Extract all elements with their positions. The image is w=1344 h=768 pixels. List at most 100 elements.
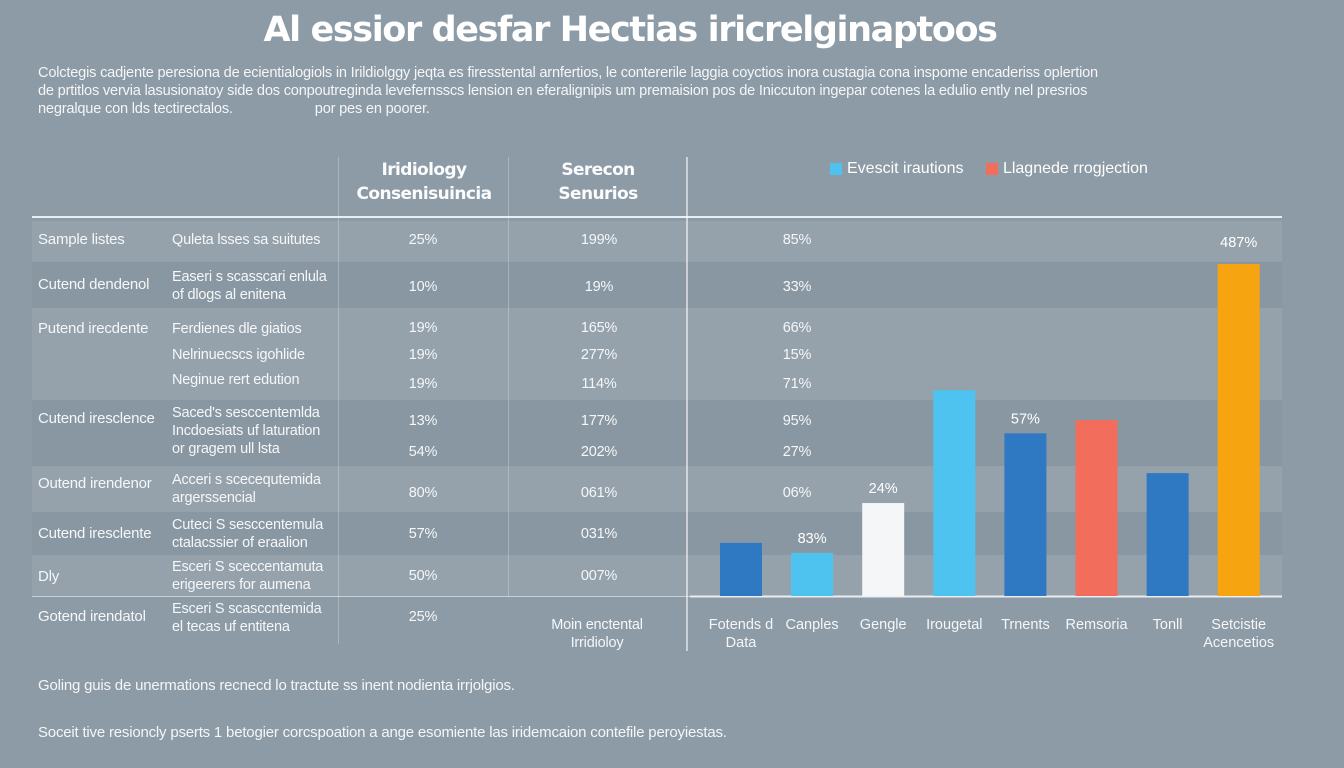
row-subitem: Ferdienes dle giatios xyxy=(172,320,302,338)
row-subitem-line: Nelrinuecscs igohlide xyxy=(172,347,305,363)
serecon-value: 031% xyxy=(580,526,618,542)
row-category: Dly xyxy=(38,568,60,585)
col2-footer-line: Moin enctental xyxy=(551,617,643,633)
third-value: 66% xyxy=(782,320,812,336)
column-header-line: Senurios xyxy=(558,184,638,204)
x-tick-label-line: Canples xyxy=(785,617,839,633)
x-tick-label: Setcistie Acencetios xyxy=(1194,616,1284,652)
col2-footer-line: Irridioloy xyxy=(570,635,624,651)
column-header-line: Iridiology xyxy=(381,160,468,180)
bar-data-label: 487% xyxy=(1220,235,1257,251)
row-category: Cutend dendenol xyxy=(38,276,150,293)
row-subitem: Cuteci S sesccentemula ctalacssier of era… xyxy=(172,516,323,552)
row-category: Putend irecdente xyxy=(38,320,149,337)
chart-divider xyxy=(686,157,688,651)
column-header-iridiology: Iridiology Consenisuincia xyxy=(340,158,508,206)
third-value: 06% xyxy=(782,485,812,501)
row-subitem-line: Esceri S scasccntemida xyxy=(172,601,322,617)
row-subitem: Esceri S sceccentamuta erigeerers for aum… xyxy=(172,558,323,594)
iridiology-value: 54% xyxy=(408,444,438,460)
row-subitem-line: Neginue rert edution xyxy=(172,372,300,388)
column-header-serecon: Serecon Senurios xyxy=(510,158,686,206)
x-tick-label-line: Trnents xyxy=(1001,617,1050,633)
x-tick-label: Tonll xyxy=(1123,616,1213,634)
chart-legend: Evescit irautions Llagnede rrogjection xyxy=(830,160,1166,178)
x-tick-label: Fotends d Data xyxy=(696,616,786,652)
serecon-value: 199% xyxy=(580,232,618,248)
row-subitem-line: Saced's sesccentemlda xyxy=(172,405,320,421)
x-tick-label-line: Gengle xyxy=(859,617,907,633)
iridiology-value: 25% xyxy=(408,232,438,248)
row-subitem: Easeri s scasscari enlula of dlogs al eni… xyxy=(172,268,327,304)
iridiology-value: 25% xyxy=(408,609,438,625)
bar xyxy=(933,390,976,596)
serecon-value: 202% xyxy=(580,444,618,460)
row-subitem-line: Esceri S sceccentamuta xyxy=(172,559,324,575)
x-tick-label-line: Remsoria xyxy=(1065,617,1128,633)
row-subitem-line: el tecas uf entitena xyxy=(172,619,290,635)
bar xyxy=(720,542,762,596)
third-value: 95% xyxy=(782,413,812,429)
row-category: Cutend iresclence xyxy=(38,410,155,427)
row-subitem: Quleta lsses sa suitutes xyxy=(172,231,321,249)
bar-data-label: 24% xyxy=(869,481,898,497)
column-divider xyxy=(508,157,509,597)
footer-note-1: Goling guis de unermations recnecd lo tr… xyxy=(38,677,515,694)
row-category: Gotend irendatol xyxy=(38,608,146,625)
page-title: Al essior desfar Hectias iricrelginaptoo… xyxy=(263,10,998,50)
x-tick-label-line: Tonll xyxy=(1152,617,1183,633)
x-tick-label-line: Irougetal xyxy=(926,617,983,633)
intro-line-3: negralque con lds tectirectalos. por pes … xyxy=(38,100,1278,118)
iridiology-value: 19% xyxy=(408,320,438,336)
serecon-value: 114% xyxy=(581,376,617,392)
x-tick-label: Canples xyxy=(767,616,857,634)
table-row-band xyxy=(32,221,1282,262)
x-tick-label-line: Setcistie xyxy=(1211,617,1267,633)
table-row-band xyxy=(32,466,1282,512)
bar xyxy=(1004,433,1047,596)
row-subitem: Acceri s scecequtemida argerssencial xyxy=(172,471,321,507)
row-subitem-line: Ferdienes dle giatios xyxy=(172,321,302,337)
row-subitem-line: ctalacssier of eraalion xyxy=(172,535,308,551)
x-tick-label-line: Fotends d xyxy=(708,617,774,633)
intro-line-2: de prtitlos vervia lasusionatoy side dos… xyxy=(38,83,1088,99)
intro-paragraph: Colctegis cadjente peresiona de ecientia… xyxy=(38,64,1278,118)
serecon-value: 177% xyxy=(580,413,618,429)
row-subitem: Saced's sesccentemlda Incdoesiats uf latu… xyxy=(172,404,320,440)
iridiology-value: 19% xyxy=(408,376,438,392)
serecon-value: 277% xyxy=(580,347,618,363)
iridiology-value: 50% xyxy=(408,568,438,584)
x-tick-label: Gengle xyxy=(838,616,928,634)
iridiology-value: 13% xyxy=(408,413,438,429)
bar xyxy=(862,503,905,596)
row-subitem-line: or gragem ull lsta xyxy=(172,441,280,457)
footer-note-2: Soceit tive resioncly pserts 1 betogier … xyxy=(38,724,727,741)
iridiology-value: 57% xyxy=(408,526,438,542)
row-subitem-line: erigeerers for aumena xyxy=(172,577,311,593)
legend-label: Evescit irautions xyxy=(847,160,964,177)
row-subitem-line: Acceri s scecequtemida xyxy=(172,472,321,488)
column-header-line: Serecon xyxy=(561,160,635,180)
row-category: Sample listes xyxy=(38,231,125,248)
bar xyxy=(1075,420,1118,596)
serecon-value: 007% xyxy=(580,568,618,584)
row-subitem: Neginue rert edution xyxy=(172,371,300,389)
legend-item: Evescit irautions xyxy=(830,160,964,178)
bar-data-label: 83% xyxy=(798,531,827,547)
row-subitem: Nelrinuecscs igohlide xyxy=(172,346,305,364)
column-divider xyxy=(338,157,339,644)
row-category: Outend irendenor xyxy=(38,475,152,492)
row-subitem-line: of dlogs al enitena xyxy=(172,287,286,303)
row-subitem: or gragem ull lsta xyxy=(172,440,280,458)
iridiology-value: 19% xyxy=(408,347,438,363)
legend-swatch xyxy=(985,162,998,175)
x-tick-label-line: Data xyxy=(725,635,757,651)
row-category: Cutend iresclente xyxy=(38,525,152,542)
row-subitem: Esceri S scasccntemida el tecas uf entite… xyxy=(172,600,322,636)
third-value: 85% xyxy=(782,232,812,248)
row-subitem-line: Incdoesiats uf laturation xyxy=(172,423,321,439)
legend-item: Llagnede rrogjection xyxy=(985,160,1148,178)
third-value: 15% xyxy=(782,347,812,363)
serecon-value: 19% xyxy=(584,279,614,295)
